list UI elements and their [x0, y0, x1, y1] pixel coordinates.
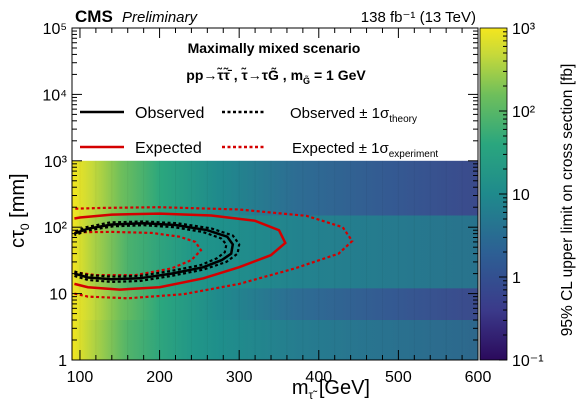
legend-title: Maximally mixed scenario [188, 40, 361, 56]
lumi-label: 138 fb⁻¹ (13 TeV) [361, 9, 476, 26]
legend-observed: Observed [135, 105, 204, 122]
legend: Maximally mixed scenario pp→τ̃τ̃̄ , τ̃→τ… [80, 40, 438, 160]
x-tick-label: 500 [385, 369, 412, 386]
expected-plus-contour [74, 206, 354, 300]
z-tick-label: 10³ [512, 21, 536, 38]
legend-expected-band: Expected ± 1σexperiment [292, 140, 438, 160]
y-tick-label: 10⁵ [43, 21, 67, 38]
y-axis-title: cτ0 [mm] [7, 173, 32, 248]
x-tick-label: 400 [305, 369, 332, 386]
x-tick-label: 200 [146, 369, 173, 386]
color-bar-title: 95% CL upper limit on cross section [fb] [559, 64, 576, 337]
z-tick-label: 10 [512, 187, 530, 204]
y-tick-label: 10⁴ [42, 87, 67, 104]
color-bar-tick-labels: 10⁻¹ 1 10 10² 10³ [512, 21, 544, 370]
color-bar-ticks [499, 31, 507, 361]
legend-process: pp→τ̃τ̃̄ , τ̃→τG̃ , mG̃ = 1 GeV [186, 66, 366, 86]
x-axis-title: mτ̃ [GeV] [292, 377, 370, 402]
legend-observed-band: Observed ± 1σtheory [290, 105, 417, 125]
y-tick-label: 10 [49, 287, 67, 304]
status-label: Preliminary [122, 9, 199, 26]
z-tick-label: 1 [512, 270, 521, 287]
axis-ticks [72, 27, 479, 361]
y-tick-label: 1 [58, 353, 67, 370]
experiment-label: CMS [75, 7, 113, 26]
z-tick-label: 10² [512, 104, 536, 121]
contours [73, 206, 354, 300]
observed-contour [73, 221, 235, 281]
plot-frame [71, 27, 479, 361]
x-tick-label: 100 [67, 369, 94, 386]
observed-plus-contour [73, 220, 241, 284]
legend-expected: Expected [135, 140, 202, 157]
expected-contour [74, 212, 287, 291]
observed-minus-contour [74, 224, 228, 278]
x-tick-labels: 100 200 300 400 500 600 [67, 369, 492, 386]
x-tick-label: 600 [465, 369, 492, 386]
heatmap-low-band [72, 320, 478, 360]
y-tick-label: 10² [44, 220, 68, 237]
x-tick-label: 300 [226, 369, 253, 386]
z-tick-label: 10⁻¹ [512, 353, 544, 370]
y-tick-label: 10³ [44, 154, 68, 171]
expected-minus-contour [74, 230, 203, 277]
heatmap [72, 160, 478, 360]
y-tick-labels: 1 10 10² 10³ 10⁴ 10⁵ [42, 21, 67, 370]
